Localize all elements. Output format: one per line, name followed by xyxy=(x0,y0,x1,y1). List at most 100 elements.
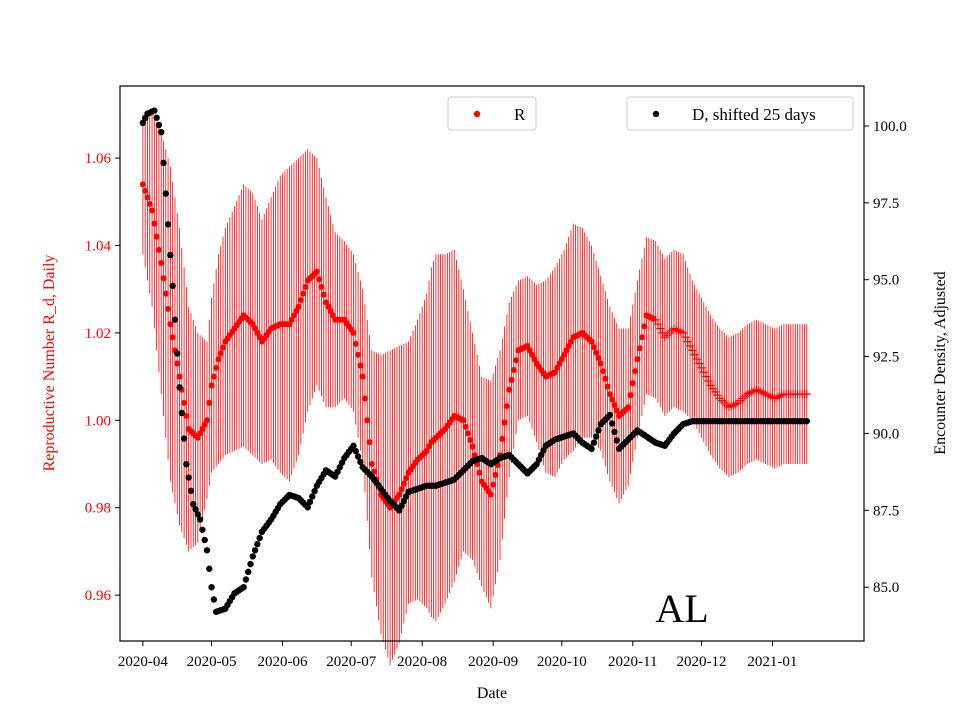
x-tick-label: 2021-01 xyxy=(747,654,797,670)
r-point xyxy=(638,334,645,341)
x-tick-label: 2020-07 xyxy=(326,654,376,670)
r-point xyxy=(487,491,494,498)
y-right-tick-label: 90.0 xyxy=(873,426,899,442)
r-point xyxy=(613,407,620,414)
r-point xyxy=(318,284,325,291)
r-point xyxy=(364,417,371,424)
r-point xyxy=(203,417,210,424)
r-point xyxy=(176,373,183,380)
r-point xyxy=(686,342,695,351)
d-point xyxy=(203,547,211,554)
y-right-tick-label: 85.0 xyxy=(873,580,899,596)
legend-r-marker xyxy=(473,110,481,118)
d-point xyxy=(151,107,158,114)
d-point xyxy=(192,506,199,513)
y-right-axis-title: Encounter Density, Adjusted xyxy=(932,271,949,454)
x-tick-label: 2020-10 xyxy=(537,654,587,670)
d-point xyxy=(167,251,174,259)
r-point xyxy=(142,187,149,194)
d-point xyxy=(244,568,252,576)
y-left-tick-label: 1.04 xyxy=(85,239,112,255)
d-point xyxy=(247,560,254,568)
d-point xyxy=(357,458,364,466)
r-point xyxy=(492,471,499,478)
d-point xyxy=(595,427,602,434)
r-point xyxy=(158,259,165,266)
x-tick-label: 2020-05 xyxy=(187,654,237,670)
r-point xyxy=(300,290,307,297)
d-point xyxy=(178,409,186,417)
r-point xyxy=(651,315,660,324)
r-point xyxy=(681,333,690,342)
r-point xyxy=(604,383,611,390)
plot-area xyxy=(120,86,864,641)
r-point xyxy=(350,329,357,336)
y-left-tick-label: 0.98 xyxy=(85,501,111,517)
r-point xyxy=(632,368,639,375)
legend-r: R xyxy=(447,96,537,131)
r-point xyxy=(174,360,181,367)
r-point xyxy=(462,423,469,430)
r-point xyxy=(352,340,359,347)
r-point xyxy=(510,367,517,374)
d-point xyxy=(240,583,247,591)
d-point xyxy=(256,534,263,542)
x-axis-title: Date xyxy=(477,685,507,702)
d-point xyxy=(174,350,181,357)
x-tick-label: 2020-08 xyxy=(397,654,447,670)
d-point xyxy=(164,221,172,228)
r-point xyxy=(609,396,616,403)
r-point xyxy=(361,395,368,402)
d-point xyxy=(210,596,218,603)
d-point xyxy=(803,417,810,425)
d-point xyxy=(206,565,213,572)
d-point xyxy=(185,474,192,481)
r-point xyxy=(499,435,506,442)
d-series xyxy=(139,107,810,615)
r-point xyxy=(476,469,483,476)
y-left-axis: 0.96 0.98 1.00 1.02 1.04 1.06 xyxy=(85,151,120,604)
y-left-tick-label: 1.06 xyxy=(85,151,112,167)
r-point xyxy=(606,391,613,398)
r-point xyxy=(206,399,213,406)
r-point xyxy=(167,321,174,328)
r-point xyxy=(695,359,704,368)
y-left-tick-label: 1.02 xyxy=(85,326,111,342)
legend-r-frame xyxy=(447,96,537,131)
legend-d-label: D, shifted 25 days xyxy=(692,105,816,124)
d-point xyxy=(208,583,215,591)
r-point xyxy=(396,491,403,498)
d-point xyxy=(304,504,311,511)
y-right-tick-label: 95.0 xyxy=(873,273,899,289)
d-point xyxy=(588,445,595,453)
r-point xyxy=(398,486,405,493)
d-point xyxy=(311,487,318,495)
r-point xyxy=(155,246,162,253)
d-point xyxy=(254,540,261,548)
r-point xyxy=(169,334,176,341)
r-point xyxy=(683,337,692,346)
r-point xyxy=(320,291,327,298)
r-point xyxy=(220,344,227,351)
d-point xyxy=(171,316,179,323)
d-point xyxy=(162,190,169,197)
d-point xyxy=(251,547,259,554)
r-point xyxy=(295,303,302,310)
d-point xyxy=(306,498,314,506)
r-point xyxy=(692,355,701,364)
r-point xyxy=(469,443,476,450)
y-right-tick-label: 87.5 xyxy=(873,503,899,519)
r-point xyxy=(355,351,362,358)
x-tick-label: 2020-12 xyxy=(676,654,726,670)
y-right-tick-label: 100.0 xyxy=(873,119,907,135)
r-point xyxy=(313,268,320,275)
r-point xyxy=(508,376,515,383)
r-point xyxy=(467,436,474,443)
d-point xyxy=(160,159,167,167)
y-left-tick-label: 0.96 xyxy=(85,588,112,604)
x-tick-label: 2020-11 xyxy=(608,654,657,670)
y-right-axis: 85.0 87.5 90.0 92.5 95.0 97.5 100.0 xyxy=(864,119,907,596)
r-point xyxy=(371,468,378,475)
r-point xyxy=(302,284,309,291)
